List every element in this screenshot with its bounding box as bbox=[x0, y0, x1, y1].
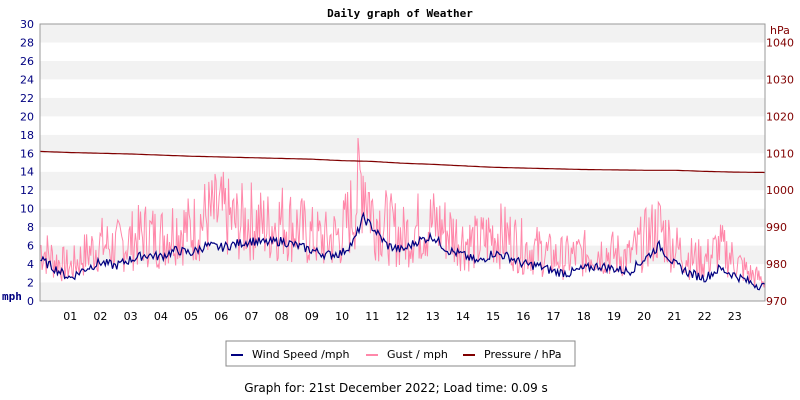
left-axis-tick: 22 bbox=[20, 92, 34, 105]
x-axis-tick: 06 bbox=[214, 310, 228, 323]
left-axis-tick: 14 bbox=[20, 166, 34, 179]
right-axis-tick: 990 bbox=[766, 221, 787, 234]
left-axis-tick: 4 bbox=[27, 258, 34, 271]
right-axis-tick: 1010 bbox=[766, 147, 794, 160]
x-axis-tick: 02 bbox=[93, 310, 107, 323]
x-axis-tick: 19 bbox=[607, 310, 621, 323]
grid-band bbox=[40, 153, 765, 172]
gust-line bbox=[39, 137, 766, 288]
right-axis-tick: 980 bbox=[766, 258, 787, 271]
left-axis-tick: 28 bbox=[20, 36, 34, 49]
right-axis-tick: 1000 bbox=[766, 184, 794, 197]
grid-band bbox=[40, 42, 765, 61]
series-lines bbox=[39, 137, 766, 291]
x-axis-tick: 03 bbox=[124, 310, 138, 323]
x-axis-ticks: 01 02 03 04 05 06 07 08 09 10 11 12 13 14 15 16 17 18 19 20… bbox=[63, 310, 742, 323]
legend-box bbox=[225, 340, 576, 367]
x-axis-tick: 05 bbox=[184, 310, 198, 323]
grid-band bbox=[40, 134, 765, 154]
x-axis-tick: 08 bbox=[275, 310, 289, 323]
grid-band bbox=[40, 282, 765, 301]
right-axis-tick: 1040 bbox=[766, 36, 794, 49]
wind-speed-line bbox=[39, 211, 766, 291]
grid-band bbox=[40, 264, 765, 283]
grid-band bbox=[40, 208, 765, 228]
legend-label: Pressure / hPa bbox=[484, 348, 562, 361]
grid-band bbox=[40, 116, 765, 135]
right-axis-ticks: 970 980 990 1000 1010 1020 1030 1040 bbox=[766, 36, 794, 308]
grid-band bbox=[40, 60, 765, 80]
x-axis-tick: 21 bbox=[667, 310, 681, 323]
left-axis-tick: 24 bbox=[20, 73, 34, 86]
x-axis-tick: 14 bbox=[456, 310, 470, 323]
grid-band bbox=[40, 79, 765, 98]
left-axis-tick: 30 bbox=[20, 18, 34, 31]
left-axis-tick: 16 bbox=[20, 147, 34, 160]
x-axis-tick: 13 bbox=[426, 310, 440, 323]
left-axis-tick: 20 bbox=[20, 110, 34, 123]
x-axis-tick: 09 bbox=[305, 310, 319, 323]
x-axis-tick: 17 bbox=[547, 310, 561, 323]
grid-band bbox=[40, 24, 765, 43]
x-axis-tick: 12 bbox=[396, 310, 410, 323]
left-axis-unit: mph bbox=[2, 290, 22, 303]
right-axis-tick: 1030 bbox=[766, 73, 794, 86]
grid-band bbox=[40, 190, 765, 209]
chart-title: Daily graph of Weather bbox=[327, 7, 473, 20]
left-axis-tick: 0 bbox=[27, 295, 34, 308]
x-axis-tick: 20 bbox=[637, 310, 651, 323]
right-axis-tick: 970 bbox=[766, 295, 787, 308]
x-axis-tick: 07 bbox=[244, 310, 258, 323]
left-axis-tick: 12 bbox=[20, 184, 34, 197]
footer-text: Graph for: 21st December 2022; Load time… bbox=[244, 381, 548, 395]
left-axis-tick: 10 bbox=[20, 203, 34, 216]
left-axis-tick: 18 bbox=[20, 129, 34, 142]
right-axis-unit: hPa bbox=[770, 24, 790, 37]
left-axis-tick: 8 bbox=[27, 221, 34, 234]
x-axis-tick: 01 bbox=[63, 310, 77, 323]
x-axis-tick: 22 bbox=[698, 310, 712, 323]
legend: Wind Speed /mph Gust / mph Pressure / hPa bbox=[225, 340, 576, 367]
grid-band bbox=[40, 171, 765, 191]
pressure-line bbox=[39, 150, 766, 174]
x-axis-tick: 15 bbox=[486, 310, 500, 323]
right-axis-tick: 1020 bbox=[766, 110, 794, 123]
x-axis-tick: 23 bbox=[728, 310, 742, 323]
left-axis-tick: 26 bbox=[20, 55, 34, 68]
left-axis-tick: 2 bbox=[27, 277, 34, 290]
x-axis-tick: 16 bbox=[516, 310, 530, 323]
x-axis-tick: 11 bbox=[365, 310, 379, 323]
x-axis-tick: 04 bbox=[154, 310, 168, 323]
left-axis-tick: 6 bbox=[27, 240, 34, 253]
grid-band bbox=[40, 97, 765, 117]
x-axis-tick: 18 bbox=[577, 310, 591, 323]
legend-label: Gust / mph bbox=[387, 348, 448, 361]
plot-frame bbox=[39, 23, 766, 302]
legend-label: Wind Speed /mph bbox=[252, 348, 350, 361]
x-axis-tick: 10 bbox=[335, 310, 349, 323]
